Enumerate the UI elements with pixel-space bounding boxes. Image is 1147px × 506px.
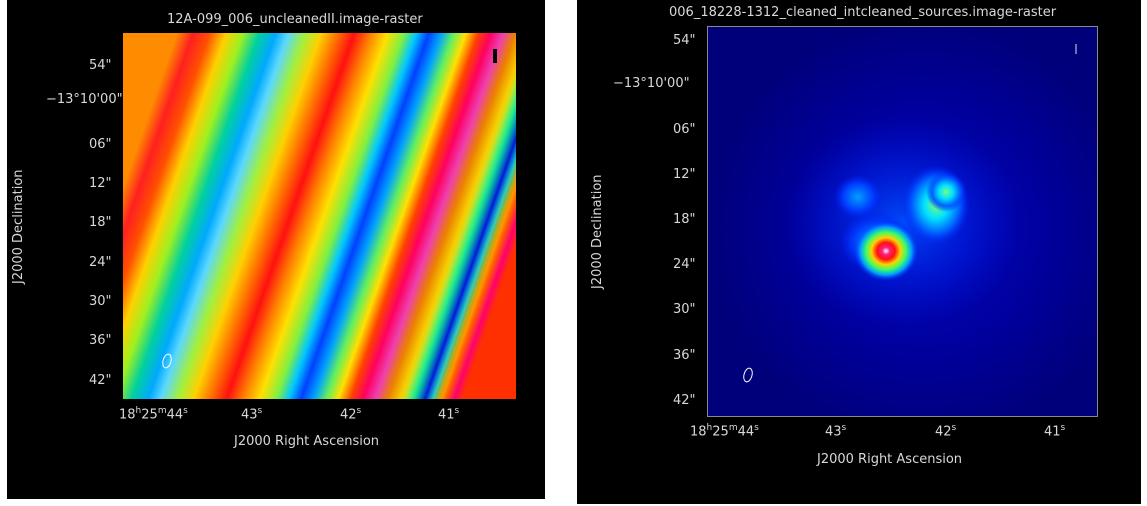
- left-xtick-1: 43s: [241, 406, 263, 423]
- left-ytick-5: 24": [89, 255, 112, 270]
- left-ytick-3: 12": [89, 176, 112, 191]
- left-x-axis-label: J2000 Right Ascension: [234, 434, 380, 449]
- left-ytick-8: 42": [89, 373, 112, 388]
- left-xtick-0: 18h25m44s: [119, 406, 188, 423]
- left-ytick-1: −13°10'00": [46, 92, 123, 107]
- right-ytick-5: 24": [673, 257, 696, 272]
- left-y-axis-label: J2000 Declination: [11, 169, 26, 284]
- right-xtick-1: 43s: [825, 423, 847, 440]
- right-ytick-1: −13°10'00": [613, 76, 690, 91]
- right-ytick-8: 42": [673, 393, 696, 408]
- left-ytick-7: 36": [89, 333, 112, 348]
- left-ytick-4: 18": [89, 215, 112, 230]
- left-image-title: 12A-099_006_uncleanedII.image-raster: [167, 12, 423, 27]
- right-y-axis-label: J2000 Declination: [590, 174, 605, 289]
- right-xtick-0: 18h25m44s: [690, 423, 759, 440]
- left-raster-image: [123, 33, 516, 399]
- right-image-panel: 006_18228-1312_cleaned_intcleaned_source…: [577, 0, 1141, 504]
- right-ytick-4: 18": [673, 212, 696, 227]
- left-xtick-3: 41s: [438, 406, 460, 423]
- left-image-panel: 12A-099_006_uncleanedII.image-raster: [7, 0, 545, 499]
- left-xtick-2: 42s: [340, 406, 362, 423]
- right-ytick-6: 30": [673, 302, 696, 317]
- right-image-title: 006_18228-1312_cleaned_intcleaned_source…: [669, 5, 1057, 20]
- right-ytick-2: 06": [673, 122, 696, 137]
- right-x-axis-label: J2000 Right Ascension: [817, 452, 963, 467]
- right-raster-image: [707, 26, 1098, 417]
- right-ytick-3: 12": [673, 167, 696, 182]
- right-xtick-2: 42s: [935, 423, 957, 440]
- right-ytick-0: 54": [673, 33, 696, 48]
- left-ytick-2: 06": [89, 137, 112, 152]
- right-xtick-3: 41s: [1044, 423, 1066, 440]
- left-ytick-6: 30": [89, 294, 112, 309]
- left-ytick-0: 54": [89, 58, 112, 73]
- right-ytick-7: 36": [673, 348, 696, 363]
